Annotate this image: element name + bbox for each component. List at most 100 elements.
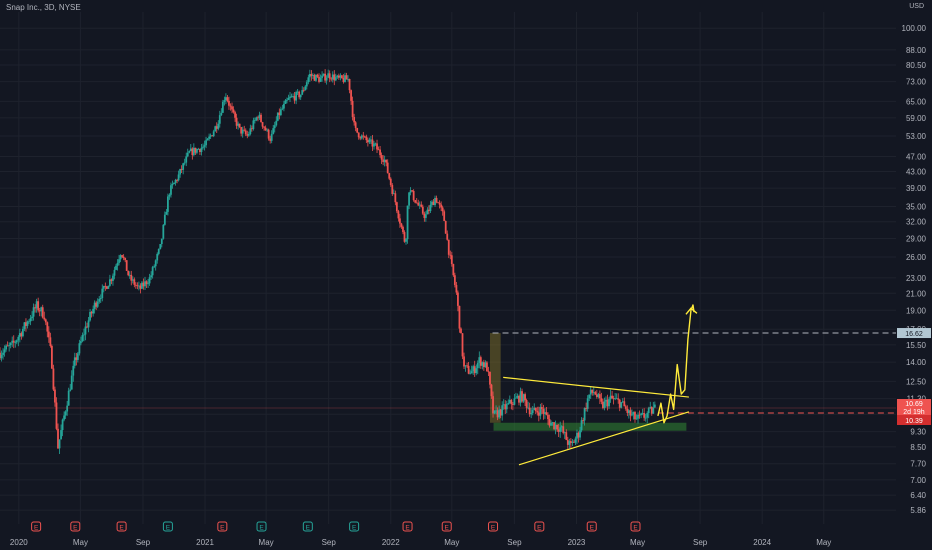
candle-body	[354, 122, 357, 128]
candle-body	[257, 117, 259, 119]
candle-body	[545, 412, 548, 415]
x-tick-label: May	[816, 538, 831, 547]
earnings-marker	[534, 521, 545, 532]
candle-body	[324, 73, 327, 81]
candle-body	[113, 269, 116, 276]
candle-body	[75, 357, 78, 360]
candle-body	[157, 248, 160, 254]
candle-body	[377, 149, 380, 151]
candle-body	[510, 399, 513, 405]
candle-body	[568, 441, 571, 445]
candle-body	[505, 403, 508, 410]
candle-body	[14, 342, 17, 344]
candle-body	[98, 299, 101, 302]
candle-body	[44, 319, 47, 323]
y-tick-label: 14.00	[906, 358, 927, 367]
candle-body	[197, 149, 200, 150]
candle-body	[641, 413, 644, 414]
candle-body	[400, 223, 403, 227]
candle-body	[511, 404, 514, 405]
candle-body	[359, 137, 362, 139]
candle-body	[15, 340, 18, 343]
candle-body	[188, 151, 191, 153]
candle-body	[237, 123, 240, 126]
candle-body	[119, 255, 122, 260]
projection-path	[657, 304, 695, 424]
candle-body	[342, 78, 345, 82]
candle-body	[339, 75, 342, 78]
candle-body	[647, 408, 650, 414]
candle-body	[446, 233, 449, 240]
candle-body	[112, 275, 114, 281]
candle-body	[550, 422, 552, 426]
candle-body	[70, 375, 73, 390]
candle-body	[130, 274, 133, 281]
candle-body	[333, 74, 336, 81]
candle-body	[382, 159, 385, 162]
candle-body	[176, 179, 178, 181]
candle-body	[469, 373, 472, 375]
candle-body	[163, 214, 166, 225]
chart-title: Snap Inc., 3D, NYSE	[6, 3, 81, 12]
candle-body	[589, 389, 592, 395]
candle-body	[588, 394, 591, 399]
candle-body	[534, 407, 537, 412]
candle-body	[486, 362, 488, 372]
candle-body	[125, 260, 128, 271]
candle-body	[470, 371, 473, 374]
candle-body	[58, 439, 61, 449]
candle-body	[264, 127, 267, 131]
candle-body	[365, 136, 368, 141]
candle-body	[153, 266, 156, 268]
candle-body	[521, 391, 523, 402]
candle-body	[557, 429, 560, 432]
candle-body	[173, 182, 175, 184]
candle-body	[231, 106, 233, 110]
candle-body	[281, 108, 284, 110]
candle-body	[637, 414, 639, 419]
y-tick-label: 35.00	[906, 203, 927, 212]
candle-body	[524, 394, 526, 401]
x-tick-label: Sep	[322, 538, 337, 547]
candle-body	[479, 357, 482, 366]
candle-body	[21, 328, 24, 337]
candle-body	[432, 201, 435, 206]
candle-body	[250, 128, 253, 130]
candle-body	[260, 114, 262, 123]
candle-body	[104, 285, 107, 287]
candle-body	[466, 365, 468, 367]
earnings-marker-label: E	[306, 525, 311, 532]
earnings-marker-label: E	[73, 525, 78, 532]
candle-body	[348, 78, 351, 91]
candle-body	[386, 162, 389, 174]
candle-body	[428, 209, 430, 212]
candle-body	[487, 371, 490, 373]
candle-body	[34, 307, 37, 309]
candle-body	[209, 135, 212, 137]
candle-body	[235, 117, 238, 126]
candle-body	[284, 100, 287, 104]
candle-body	[2, 352, 4, 355]
candle-body	[203, 145, 206, 147]
candle-body	[388, 173, 391, 179]
earnings-marker-label: E	[491, 525, 496, 532]
candle-body	[293, 96, 296, 101]
candle-body	[600, 398, 603, 402]
candle-body	[551, 422, 554, 424]
current-price-tag-text: 10.69	[905, 401, 923, 408]
candle-body	[96, 301, 99, 307]
candle-body	[221, 101, 224, 113]
candle-body	[301, 90, 304, 95]
candle-body	[644, 417, 647, 419]
candle-body	[399, 218, 401, 224]
y-tick-label: 7.70	[910, 460, 926, 469]
candle-body	[418, 204, 421, 206]
candle-body	[376, 143, 378, 150]
y-tick-label: 6.40	[910, 491, 926, 500]
candle-body	[620, 402, 623, 408]
candle-body	[542, 409, 545, 414]
candle-body	[360, 135, 363, 139]
earnings-marker-label: E	[34, 525, 39, 532]
candle-body	[182, 163, 185, 170]
